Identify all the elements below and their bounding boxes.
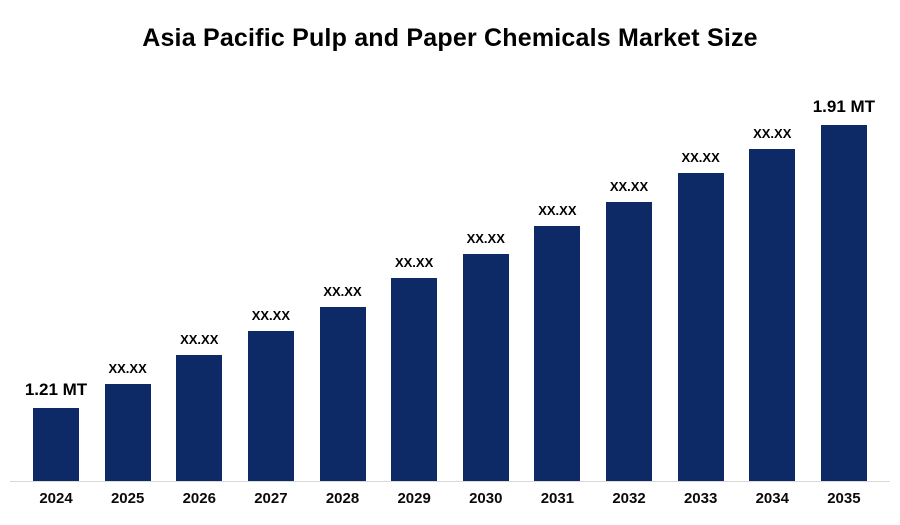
bar-column-2032: XX.XX xyxy=(599,179,659,481)
bar-value-label-2026: XX.XX xyxy=(180,332,219,347)
bar-value-label-2032: XX.XX xyxy=(609,179,649,194)
bar-2028 xyxy=(319,307,366,481)
bar-value-label-2029: XX.XX xyxy=(394,255,434,270)
bar-column-2024: 1.21 MT xyxy=(24,380,88,481)
x-axis-label-2029: 2029 xyxy=(397,490,431,507)
bar-2031 xyxy=(534,226,581,481)
plot-area: 1.21 MT XX.XX XX.XX XX.XX XX.XX XX.XX XX.XX XX.… xyxy=(0,61,900,481)
bar-column-2031: XX.XX xyxy=(527,203,587,481)
bar-column-2026: XX.XX xyxy=(169,332,229,481)
chart-title: Asia Pacific Pulp and Paper Chemicals Ma… xyxy=(142,24,758,52)
bar-2029 xyxy=(391,278,438,481)
bar-2035 xyxy=(820,125,867,481)
bar-column-2030: XX.XX xyxy=(456,231,516,481)
bar-value-label-2024: 1.21 MT xyxy=(24,380,88,399)
bar-2027 xyxy=(247,331,294,481)
x-axis-label-2027: 2027 xyxy=(254,490,288,507)
x-axis-labels: 2024 2025 2026 2027 2028 2029 2030 2031 2032 2033… xyxy=(0,482,900,507)
bar-value-label-2027: XX.XX xyxy=(251,308,291,323)
x-axis-label-2033: 2033 xyxy=(683,490,718,507)
bar-column-2027: XX.XX xyxy=(241,308,301,481)
x-axis-label-2030: 2030 xyxy=(469,490,503,507)
bar-value-label-2030: XX.XX xyxy=(466,231,505,246)
bar-2033 xyxy=(677,173,724,481)
bar-2024 xyxy=(33,408,79,481)
bar-value-label-2028: XX.XX xyxy=(323,284,362,299)
bar-value-label-2025: XX.XX xyxy=(108,361,147,376)
bar-column-2033: XX.XX xyxy=(671,150,731,481)
bar-2025 xyxy=(104,384,151,481)
bar-2032 xyxy=(606,202,652,481)
x-axis-line xyxy=(10,481,890,482)
x-axis-label-2025: 2025 xyxy=(110,490,145,507)
bar-2034 xyxy=(749,149,796,481)
x-axis-label-2028: 2028 xyxy=(325,490,360,507)
bar-value-label-2034: XX.XX xyxy=(753,126,792,141)
x-axis-label-2034: 2034 xyxy=(755,490,789,507)
x-axis-label-2026: 2026 xyxy=(182,490,216,507)
bar-value-label-2033: XX.XX xyxy=(681,150,720,165)
x-axis-label-2035: 2035 xyxy=(827,490,861,507)
bar-column-2025: XX.XX xyxy=(98,361,158,481)
bar-value-label-2035: 1.91 MT xyxy=(812,97,876,116)
bar-column-2034: XX.XX xyxy=(742,126,802,481)
bar-value-label-2031: XX.XX xyxy=(538,203,577,218)
bar-2030 xyxy=(462,254,509,481)
bar-column-2028: XX.XX xyxy=(313,284,373,481)
bar-2026 xyxy=(176,355,223,481)
bar-column-2035: 1.91 MT xyxy=(812,97,876,481)
x-axis-label-2024: 2024 xyxy=(39,490,73,507)
x-axis-label-2032: 2032 xyxy=(612,490,646,507)
bar-column-2029: XX.XX xyxy=(384,255,444,481)
x-axis-label-2031: 2031 xyxy=(540,490,575,507)
